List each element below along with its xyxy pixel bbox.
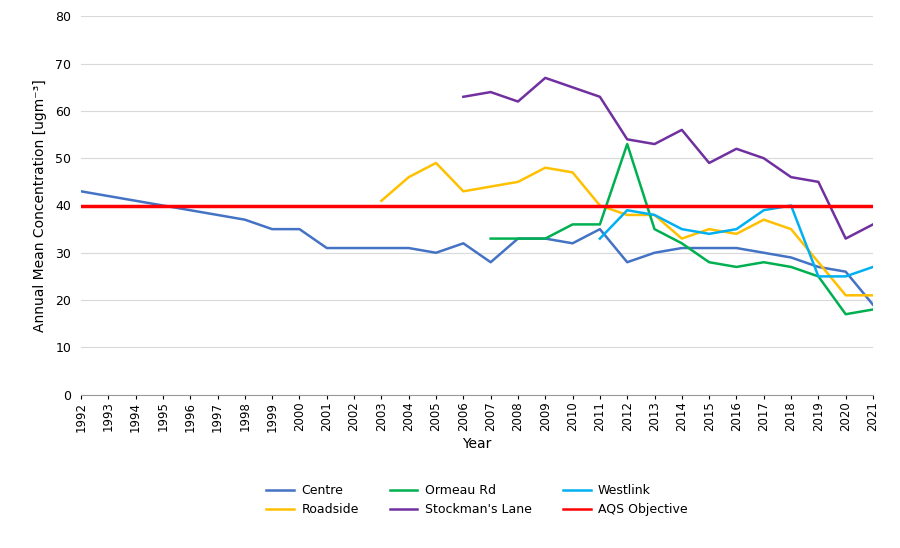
Centre xyxy=(212,212,223,218)
Centre xyxy=(759,249,769,256)
Stockman's Lane xyxy=(704,159,715,166)
Westlink xyxy=(649,212,660,218)
Ormeau Rd xyxy=(540,235,551,242)
Westlink xyxy=(759,207,769,214)
Ormeau Rd xyxy=(649,226,660,232)
Roadside xyxy=(731,231,742,237)
Westlink xyxy=(731,226,742,232)
Ormeau Rd xyxy=(677,240,688,247)
Stockman's Lane xyxy=(513,98,524,105)
Roadside xyxy=(458,188,469,195)
Roadside xyxy=(430,159,441,166)
Roadside xyxy=(376,197,387,204)
Centre xyxy=(841,269,851,275)
Ormeau Rd xyxy=(868,306,878,313)
X-axis label: Year: Year xyxy=(463,437,491,451)
Westlink xyxy=(813,273,824,279)
Westlink xyxy=(868,264,878,270)
Roadside xyxy=(704,226,715,232)
Line: Centre: Centre xyxy=(81,191,873,305)
Stockman's Lane xyxy=(868,221,878,228)
Centre xyxy=(158,202,168,209)
Roadside xyxy=(868,292,878,299)
Roadside xyxy=(649,212,660,218)
Centre xyxy=(813,264,824,270)
Centre xyxy=(348,245,359,252)
Roadside xyxy=(813,259,824,266)
Centre xyxy=(485,259,496,266)
Stockman's Lane xyxy=(759,155,769,162)
Y-axis label: Annual Mean Concentration [ugm⁻³]: Annual Mean Concentration [ugm⁻³] xyxy=(33,79,47,332)
Ormeau Rd xyxy=(513,235,524,242)
Ormeau Rd xyxy=(759,259,769,266)
Stockman's Lane xyxy=(813,179,824,185)
Centre xyxy=(731,245,742,252)
Centre xyxy=(376,245,387,252)
Ormeau Rd xyxy=(595,221,606,228)
Stockman's Lane xyxy=(841,235,851,242)
Centre xyxy=(595,226,606,232)
Stockman's Lane xyxy=(731,146,742,152)
Roadside xyxy=(841,292,851,299)
Westlink xyxy=(704,231,715,237)
Centre xyxy=(103,193,113,199)
Centre xyxy=(567,240,578,247)
Centre xyxy=(130,197,141,204)
Centre xyxy=(294,226,305,232)
Roadside xyxy=(567,169,578,176)
Stockman's Lane xyxy=(649,141,660,147)
Ormeau Rd xyxy=(622,141,633,147)
Stockman's Lane xyxy=(622,136,633,142)
Stockman's Lane xyxy=(567,84,578,90)
Stockman's Lane xyxy=(677,127,688,133)
Centre xyxy=(649,249,660,256)
Legend: Centre, Roadside, Ormeau Rd, Stockman's Lane, Westlink, AQS Objective: Centre, Roadside, Ormeau Rd, Stockman's … xyxy=(266,484,688,516)
Centre xyxy=(76,188,86,195)
Centre xyxy=(677,245,688,252)
Line: Stockman's Lane: Stockman's Lane xyxy=(464,78,873,238)
Westlink xyxy=(786,202,796,209)
Roadside xyxy=(786,226,796,232)
Westlink xyxy=(841,273,851,279)
Centre xyxy=(513,235,524,242)
Centre xyxy=(239,216,250,223)
Stockman's Lane xyxy=(458,94,469,100)
Centre xyxy=(403,245,414,252)
Ormeau Rd xyxy=(485,235,496,242)
Centre xyxy=(868,301,878,308)
Centre xyxy=(321,245,332,252)
Roadside xyxy=(403,174,414,180)
Centre xyxy=(458,240,469,247)
Ormeau Rd xyxy=(841,311,851,317)
Ormeau Rd xyxy=(731,264,742,270)
Stockman's Lane xyxy=(485,89,496,95)
Roadside xyxy=(540,164,551,171)
Centre xyxy=(266,226,277,232)
Centre xyxy=(622,259,633,266)
Roadside xyxy=(485,184,496,190)
Ormeau Rd xyxy=(567,221,578,228)
Centre xyxy=(430,249,441,256)
Stockman's Lane xyxy=(786,174,796,180)
Roadside xyxy=(595,202,606,209)
Roadside xyxy=(513,179,524,185)
Ormeau Rd xyxy=(813,273,824,279)
Centre xyxy=(184,207,195,214)
Line: Ormeau Rd: Ormeau Rd xyxy=(491,144,873,314)
Centre xyxy=(540,235,551,242)
Centre xyxy=(786,254,796,261)
Westlink xyxy=(622,207,633,214)
Centre xyxy=(704,245,715,252)
Roadside xyxy=(622,212,633,218)
Ormeau Rd xyxy=(786,264,796,270)
Line: Roadside: Roadside xyxy=(382,163,873,295)
Westlink xyxy=(595,235,606,242)
Westlink xyxy=(677,226,688,232)
Stockman's Lane xyxy=(540,75,551,81)
Roadside xyxy=(759,216,769,223)
Ormeau Rd xyxy=(704,259,715,266)
Roadside xyxy=(677,235,688,242)
Line: Westlink: Westlink xyxy=(600,206,873,276)
Stockman's Lane xyxy=(595,94,606,100)
